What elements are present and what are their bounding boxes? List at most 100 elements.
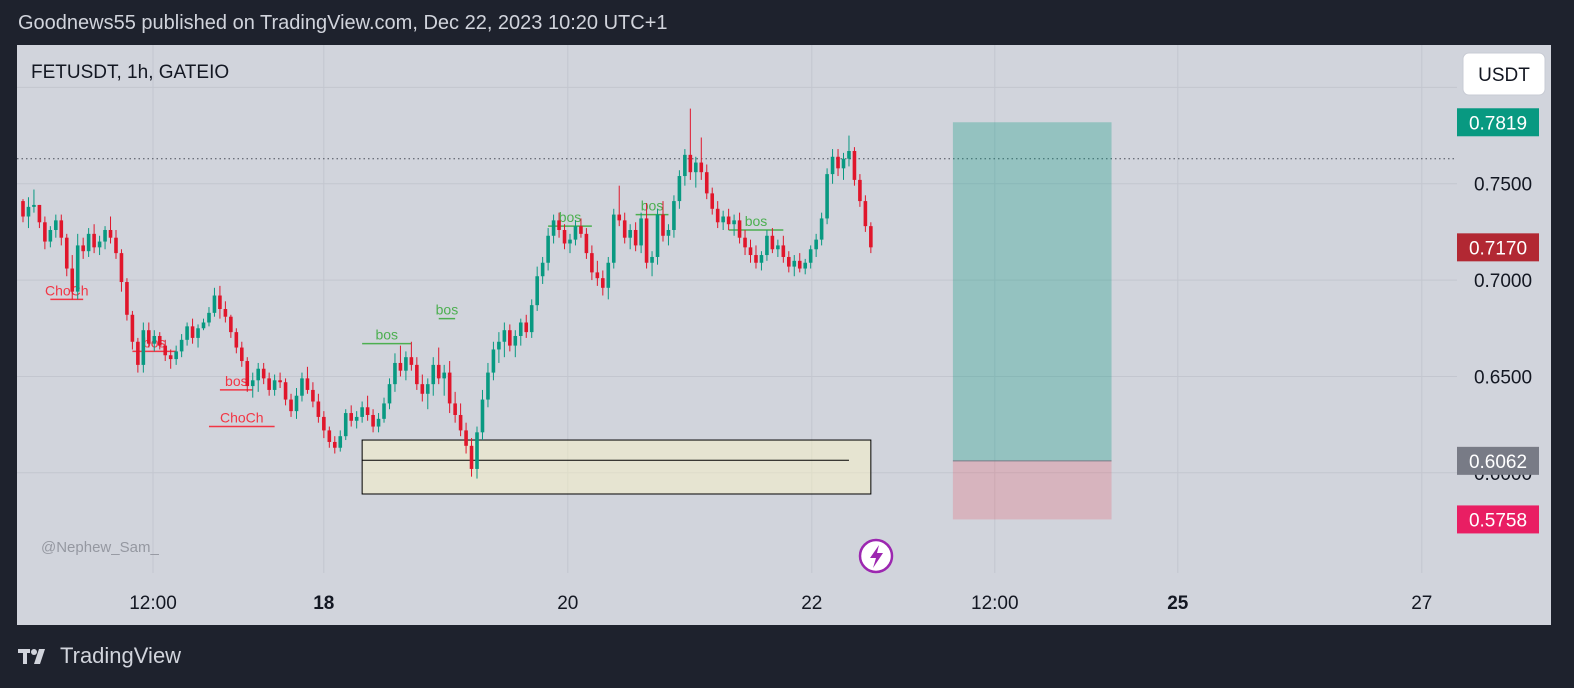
candle-143 — [803, 258, 808, 275]
candlestick-chart[interactable]: bosbosbosbosbosbosbosChoChChoCh 0.80000.… — [17, 45, 1551, 625]
candle-body — [480, 399, 485, 433]
candle-body — [420, 384, 425, 394]
candle-body — [650, 256, 654, 263]
candle-body — [644, 218, 649, 263]
candle-body — [136, 341, 140, 365]
candle-body — [207, 312, 211, 323]
candle-body — [672, 201, 676, 230]
price-label-text: 0.6062 — [1469, 452, 1527, 473]
candle-body — [97, 241, 102, 248]
candle-111 — [628, 224, 632, 250]
candle-body — [294, 395, 299, 412]
candle-body — [792, 260, 797, 267]
candle-31 — [190, 318, 195, 344]
candle-body — [305, 378, 310, 390]
candle-51 — [300, 372, 304, 402]
candle-47 — [278, 372, 282, 389]
candle-body — [628, 229, 632, 238]
candle-155 — [869, 222, 873, 254]
candle-91 — [518, 318, 523, 346]
candle-body — [245, 361, 250, 387]
candle-114 — [644, 203, 649, 269]
candle-131 — [737, 212, 742, 244]
candle-146 — [819, 212, 824, 246]
candle-108 — [611, 208, 616, 269]
candle-97 — [551, 214, 556, 244]
candle-body — [502, 330, 507, 342]
candle-14 — [97, 235, 102, 256]
candle-body — [59, 220, 64, 238]
bos-label-3: bos — [436, 302, 459, 318]
candle-body — [819, 218, 824, 240]
candle-12 — [86, 228, 91, 257]
price-label-bg — [1457, 446, 1539, 475]
candle-20 — [130, 310, 135, 350]
candle-32 — [196, 324, 200, 348]
candle-124 — [699, 137, 704, 180]
lightning-icon[interactable] — [858, 538, 894, 574]
price-label-1: 0.7170 — [1457, 233, 1539, 262]
candle-body — [579, 226, 583, 234]
footer-brand[interactable]: TradingView — [60, 643, 182, 668]
candle-36 — [218, 285, 222, 319]
candle-body — [633, 229, 638, 246]
demand-zone — [361, 439, 872, 495]
candle-body — [86, 233, 91, 252]
price-tick-1: 0.7500 — [1474, 175, 1532, 196]
candle-body — [513, 335, 518, 346]
candle-body — [409, 357, 414, 365]
candle-128 — [721, 210, 725, 230]
candle-25 — [157, 332, 162, 350]
candle-body — [114, 237, 118, 254]
candle-body — [699, 162, 704, 173]
currency-button-label[interactable]: USDT — [1478, 65, 1530, 86]
price-label-bg — [1457, 233, 1539, 262]
candle-109 — [617, 185, 622, 227]
candle-83 — [475, 426, 479, 479]
candle-body — [781, 245, 786, 257]
candle-body — [825, 174, 829, 219]
currency-button[interactable]: USDT — [1462, 52, 1546, 96]
candle-149 — [836, 149, 840, 177]
candle-body — [726, 216, 731, 225]
tradingview-logo-icon[interactable] — [18, 646, 52, 666]
candle-body — [655, 214, 660, 257]
candle-body — [75, 245, 80, 292]
candle-44 — [261, 362, 266, 385]
candle-body — [234, 332, 239, 348]
candle-9 — [70, 255, 75, 300]
candle-body — [529, 305, 534, 333]
candle-150 — [841, 152, 846, 180]
candle-body — [852, 150, 857, 180]
candle-body — [754, 255, 758, 263]
candle-body — [557, 220, 561, 230]
candle-69 — [398, 345, 403, 377]
candle-4 — [43, 216, 47, 250]
candle-76 — [436, 347, 441, 385]
candle-body — [349, 413, 353, 421]
candle-72 — [415, 357, 419, 390]
candle-body — [584, 233, 589, 254]
price-label-bg — [1457, 505, 1539, 534]
candle-body — [179, 339, 184, 352]
candle-35 — [212, 287, 217, 317]
candle-body — [316, 401, 321, 417]
candle-79 — [453, 391, 457, 423]
candle-13 — [92, 224, 96, 254]
chart-frame[interactable]: bosbosbosbosbosbosbosChoChChoCh 0.80000.… — [17, 45, 1551, 625]
candle-body — [447, 372, 452, 404]
candle-body — [694, 162, 698, 173]
candle-body — [425, 384, 430, 394]
candle-101 — [573, 220, 578, 246]
candle-body — [710, 193, 715, 209]
candle-94 — [535, 266, 539, 311]
choch-label-0: ChoCh — [45, 282, 89, 298]
candle-45 — [267, 372, 271, 396]
candle-56 — [327, 426, 332, 448]
candle-body — [256, 368, 261, 381]
candle-body — [343, 413, 348, 437]
candle-body — [300, 378, 304, 396]
candle-80 — [458, 403, 463, 437]
watermark: @Nephew_Sam_ — [41, 539, 159, 556]
candle-body — [704, 172, 709, 194]
